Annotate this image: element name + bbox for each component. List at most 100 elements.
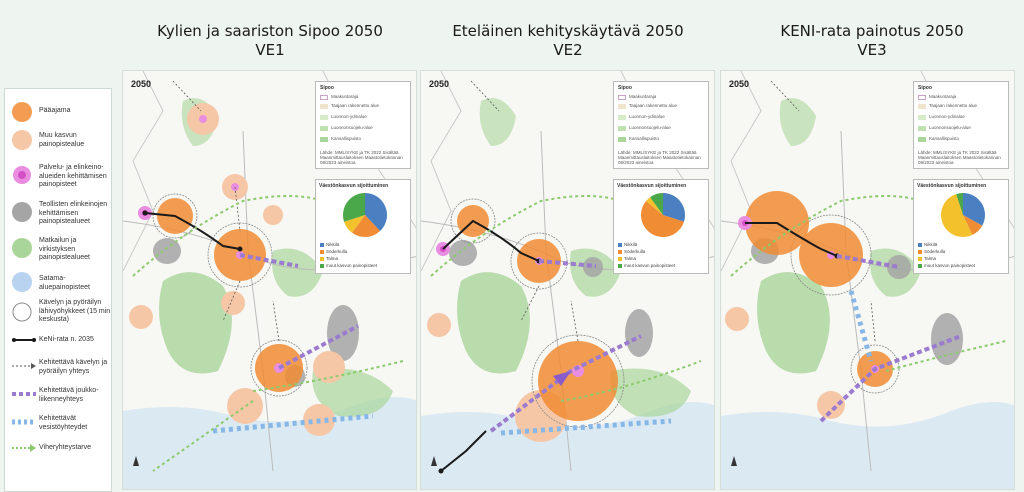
legend-label: Kävelyn ja pyöräilyn lähivyöhykkeet (15 … xyxy=(39,299,111,323)
pie-title: Väestönkasvun sijoittuminen xyxy=(319,183,389,189)
map-legend-row: Luonnon-ydinalue xyxy=(320,114,408,122)
title-ve1-line2: VE1 xyxy=(255,41,285,59)
map-legend-row: Taajaan rakennettu alue xyxy=(918,103,1006,111)
main-legend: Pääajama Muu kasvun painopistealue Palve… xyxy=(4,88,112,492)
pie-legend-item: muut kasvun painopisteet xyxy=(320,263,377,268)
legend-label: Satama-aluepainopisteet xyxy=(39,275,90,291)
map-legend-box: Sipoo Maakuntaraja Taajaan rakennettu al… xyxy=(913,81,1009,169)
pie-legend-item: Söderkulla xyxy=(320,249,347,254)
kavely-yhteys-symbol xyxy=(12,363,36,369)
legend-label: Pääajama xyxy=(39,107,71,114)
map-legend-title: Sipoo xyxy=(618,85,632,91)
map-legend-title: Sipoo xyxy=(918,85,932,91)
map-legend-row: Taajaan rakennettu alue xyxy=(618,103,706,111)
map-ve3[interactable]: 2050 Sipoo Maakuntaraja Taajaan rakennet… xyxy=(720,70,1015,490)
pie-legend-item: Talma xyxy=(320,256,338,261)
pie-title: Väestönkasvun sijoittuminen xyxy=(917,183,987,189)
map-legend-row: Kansallispuisto xyxy=(918,136,1006,144)
title-ve2-line2: VE2 xyxy=(553,41,583,59)
pie-legend-item: Talma xyxy=(918,256,936,261)
legend-label: Kehitettävä kävelyn ja pyöräilyn yhteys xyxy=(39,359,108,375)
map-legend-row: Luonnon-ydinalue xyxy=(618,114,706,122)
pie-slice-1 xyxy=(641,200,684,237)
map-legend-row: Luonnon-ydinalue xyxy=(918,114,1006,122)
map-legend-row: Luonnonsuojelu-alue xyxy=(918,125,1006,133)
title-ve1: Kylien ja saariston Sipoo 2050 VE1 xyxy=(120,22,420,60)
map-legend-source: Lähde: MML/SYKE ja TK 2022 Sisältää Maan… xyxy=(918,150,1001,165)
pie-legend-item: Söderkulla xyxy=(618,249,645,254)
legend-label: Muu kasvun painopistealue xyxy=(39,132,85,148)
keni-rata-symbol xyxy=(12,338,36,342)
title-ve2-line1: Eteläinen kehityskäytävä 2050 xyxy=(452,22,684,40)
joukkoliikenne-symbol xyxy=(12,392,36,396)
legend-label: Teollisten elinkeinojen kehittämisen pai… xyxy=(39,201,108,225)
map-ve3-canvas xyxy=(721,71,1014,489)
pie-slice-2 xyxy=(941,194,973,237)
pie-slice-3 xyxy=(343,193,365,222)
pie-legend-item: Talma xyxy=(618,256,636,261)
map-ve2[interactable]: 2050 Sipoo Maakuntaraja Taajaan rakennet… xyxy=(420,70,715,490)
legend-label: Palvelu- ja elinkeino-alueiden kehittämi… xyxy=(39,164,107,188)
map-legend-source: Lähde: MML/SYKE ja TK 2022 Sisältää Maan… xyxy=(320,150,403,165)
map-legend-source: Lähde: MML/SYKE ja TK 2022 Sisältää Maan… xyxy=(618,150,701,165)
lahivyohyke-symbol xyxy=(12,302,32,322)
pie-chart-box: Väestönkasvun sijoittuminen Nikkilä Söde… xyxy=(315,179,411,274)
pie-legend-item: muut kasvun painopisteet xyxy=(618,263,675,268)
pie-slice-0 xyxy=(365,193,387,232)
map-ve1-canvas xyxy=(123,71,416,489)
teollinen-symbol xyxy=(12,202,32,222)
map-legend-box: Sipoo Maakuntaraja Taajaan rakennettu al… xyxy=(315,81,411,169)
title-ve2: Eteläinen kehityskäytävä 2050 VE2 xyxy=(418,22,718,60)
map-year-label: 2050 xyxy=(429,79,450,89)
pie-legend-item: Nikkilä xyxy=(918,242,937,247)
map-legend-row: Maakuntaraja xyxy=(918,94,1006,102)
vesi-yhteys-symbol xyxy=(12,419,36,425)
map-legend-row: Maakuntaraja xyxy=(320,94,408,102)
title-ve3-line1: KENI-rata painotus 2050 xyxy=(780,22,964,40)
pie-slice-0 xyxy=(663,193,685,222)
pie-slice-1 xyxy=(963,215,983,235)
legend-label: Kehitettävä joukko-liikenneyhteys xyxy=(39,387,99,403)
map-ve2-canvas xyxy=(421,71,714,489)
map-legend-title: Sipoo xyxy=(320,85,334,91)
pie-slice-1 xyxy=(352,215,381,237)
viheryhteys-symbol xyxy=(12,444,36,452)
pie-slice-2 xyxy=(344,215,365,233)
map-legend-row: Taajaan rakennettu alue xyxy=(320,103,408,111)
paakeskus-symbol xyxy=(12,102,32,122)
pie-legend-item: muut kasvun painopisteet xyxy=(918,263,975,268)
pie-slice-3 xyxy=(956,193,963,215)
pie-legend-item: Nikkilä xyxy=(320,242,339,247)
map-legend-row: Maakuntaraja xyxy=(618,94,706,102)
legend-label: Kehitettävät vesistöyhteydet xyxy=(39,415,88,431)
map-legend-box: Sipoo Maakuntaraja Taajaan rakennettu al… xyxy=(613,81,709,169)
pie-chart xyxy=(343,193,387,237)
map-year-label: 2050 xyxy=(729,79,750,89)
pie-legend-item: Nikkilä xyxy=(618,242,637,247)
pie-chart xyxy=(641,193,685,237)
pie-slice-3 xyxy=(650,193,663,215)
legend-label: Matkailun ja virkistyksen painopistealue… xyxy=(39,237,90,261)
map-legend-row: Kansallispuisto xyxy=(618,136,706,144)
palvelu-symbol xyxy=(13,166,31,184)
title-ve1-line1: Kylien ja saariston Sipoo 2050 xyxy=(157,22,383,40)
pie-slice-2 xyxy=(646,197,663,215)
map-year-label: 2050 xyxy=(131,79,152,89)
muu-kasvu-symbol xyxy=(12,130,32,150)
pie-slice-0 xyxy=(963,193,985,226)
legend-label: KeNi-rata n. 2035 xyxy=(39,336,94,343)
pie-title: Väestönkasvun sijoittuminen xyxy=(617,183,687,189)
pie-chart xyxy=(941,193,985,237)
title-ve3-line2: VE3 xyxy=(857,41,887,59)
pie-chart-box: Väestönkasvun sijoittuminen Nikkilä Söde… xyxy=(913,179,1009,274)
map-legend-row: Luonnonsuojelu-alue xyxy=(320,125,408,133)
pie-legend-item: Söderkulla xyxy=(918,249,945,254)
map-ve1[interactable]: 2050 Sipoo Maakuntaraja Taajaan rakennet… xyxy=(122,70,417,490)
legend-label: Viheryhteystarve xyxy=(39,444,92,451)
map-legend-row: Kansallispuisto xyxy=(320,136,408,144)
title-ve3: KENI-rata painotus 2050 VE3 xyxy=(722,22,1022,60)
satama-symbol xyxy=(12,272,32,292)
matkailu-symbol xyxy=(12,238,32,258)
pie-chart-box: Väestönkasvun sijoittuminen Nikkilä Söde… xyxy=(613,179,709,274)
map-legend-row: Luonnonsuojelu-alue xyxy=(618,125,706,133)
